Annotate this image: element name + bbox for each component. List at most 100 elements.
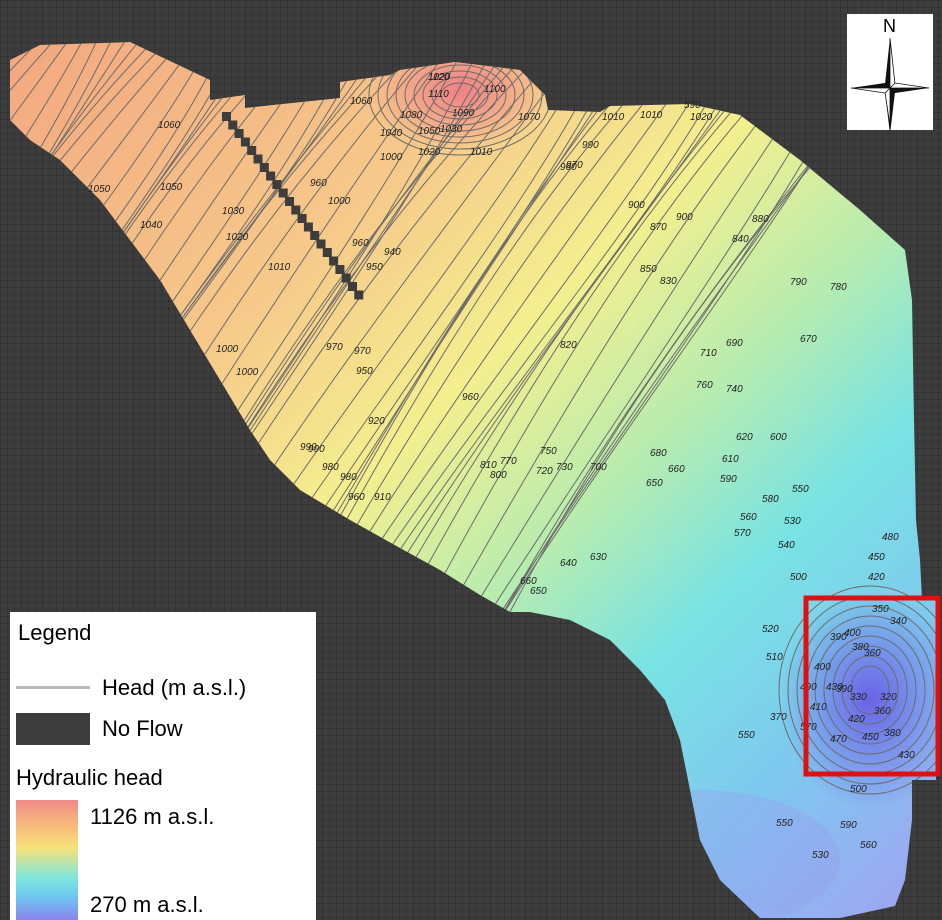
contour-label: 550 bbox=[776, 818, 793, 829]
contour-label: 950 bbox=[356, 366, 373, 377]
contour-label: 360 bbox=[874, 706, 891, 717]
ramp-min-label: 270 m a.s.l. bbox=[90, 892, 204, 917]
contour-label: 830 bbox=[660, 276, 677, 287]
contour-line bbox=[10, 42, 127, 918]
no-flow-cell bbox=[291, 205, 301, 215]
contour-line bbox=[10, 42, 184, 918]
contour-label: 960 bbox=[560, 162, 577, 173]
head-line-swatch bbox=[16, 686, 90, 689]
no-flow-cell bbox=[310, 231, 320, 240]
contour-label: 1020 bbox=[226, 232, 249, 243]
contour-label: 620 bbox=[736, 432, 753, 443]
no-flow-cell bbox=[348, 282, 357, 291]
contour-label: 770 bbox=[500, 456, 517, 467]
contour-label: 530 bbox=[812, 850, 829, 861]
contour-label: 570 bbox=[734, 528, 751, 539]
contour-label: 960 bbox=[348, 492, 365, 503]
contour-label: 940 bbox=[384, 247, 401, 258]
contour-label: 700 bbox=[590, 462, 607, 473]
legend-panel: Legend Head (m a.s.l.) No Flow Hydraulic… bbox=[10, 612, 316, 920]
contour-label: 390 bbox=[830, 632, 847, 643]
contour-label: 370 bbox=[770, 712, 787, 723]
contour-label: 400 bbox=[844, 628, 861, 639]
contour-line bbox=[841, 655, 899, 725]
no-flow-cell bbox=[341, 273, 351, 283]
contour-label: 1000 bbox=[236, 367, 259, 378]
hydraulic-head-surface bbox=[10, 42, 936, 918]
contour-label: 790 bbox=[790, 277, 807, 288]
contour-line bbox=[377, 42, 543, 150]
legend-title: Legend bbox=[18, 620, 92, 645]
contour-label: 1080 bbox=[400, 110, 423, 121]
contour-label: 650 bbox=[646, 478, 663, 489]
no-flow-cells bbox=[222, 112, 364, 300]
contour-label: 550 bbox=[792, 484, 809, 495]
contour-label: 580 bbox=[762, 494, 779, 505]
contour-label: 1050 bbox=[160, 182, 183, 193]
contour-label: 1030 bbox=[440, 124, 463, 135]
contour-label: 900 bbox=[628, 200, 645, 211]
contour-label: 730 bbox=[556, 462, 573, 473]
contour-label: 410 bbox=[810, 702, 827, 713]
contour-label: 710 bbox=[700, 348, 717, 359]
contour-label: 1010 bbox=[640, 110, 663, 121]
no-flow-cell bbox=[222, 112, 231, 121]
contour-label: 650 bbox=[530, 586, 547, 597]
no-flow-cell bbox=[228, 120, 238, 130]
contour-label: 850 bbox=[640, 264, 657, 275]
contour-label: 720 bbox=[536, 466, 553, 477]
no-flow-cell bbox=[322, 248, 332, 257]
contour-label: 980 bbox=[322, 462, 339, 473]
contour-label: 880 bbox=[752, 214, 769, 225]
contour-label: 1030 bbox=[222, 206, 245, 217]
color-ramp bbox=[16, 800, 78, 920]
no-flow-cell bbox=[316, 239, 326, 249]
contour-label: 690 bbox=[726, 338, 743, 349]
contour-label: 780 bbox=[830, 282, 847, 293]
contour-label: 470 bbox=[830, 734, 847, 745]
contour-label: 1010 bbox=[470, 147, 493, 158]
contour-label: 920 bbox=[368, 416, 385, 427]
no-flow-cell bbox=[247, 146, 257, 155]
contour-label: 1060 bbox=[350, 96, 373, 107]
contour-label: 1090 bbox=[452, 108, 475, 119]
contour-label: 1040 bbox=[140, 220, 163, 231]
contour-line bbox=[832, 645, 908, 735]
contour-label: 810 bbox=[480, 460, 497, 471]
contour-label: 430 bbox=[826, 682, 843, 693]
no-flow-cell bbox=[335, 265, 345, 274]
highlight-box bbox=[803, 595, 941, 777]
contour-label: 820 bbox=[560, 340, 577, 351]
contour-label: 960 bbox=[462, 392, 479, 403]
contour-label: 390 bbox=[836, 684, 853, 695]
contour-label: 970 bbox=[566, 160, 583, 171]
contour-label: 530 bbox=[784, 516, 801, 527]
contour-label: 990 bbox=[300, 442, 317, 453]
contour-line bbox=[10, 42, 227, 918]
no-flow-cell bbox=[354, 290, 364, 300]
contour-line bbox=[10, 42, 141, 918]
contour-label: 510 bbox=[766, 652, 783, 663]
contour-label: 340 bbox=[890, 616, 907, 627]
contour-label: 450 bbox=[862, 732, 879, 743]
contour-label: 630 bbox=[590, 552, 607, 563]
no-flow-cell bbox=[240, 137, 250, 147]
contour-label: 1000 bbox=[216, 344, 239, 355]
contour-label: 490 bbox=[800, 682, 817, 693]
contour-label: 960 bbox=[310, 178, 327, 189]
contour-label: 1020 bbox=[428, 72, 451, 83]
contour-labels: 1120 1110 1100 1090 1070 1060 1080 1050 1040 1030… bbox=[88, 72, 915, 861]
contour-label: 1100 bbox=[484, 84, 506, 95]
contour-label: 1020 bbox=[690, 112, 713, 123]
no-flow-cell bbox=[297, 214, 307, 223]
contour-line bbox=[10, 42, 284, 918]
contour-label: 590 bbox=[720, 474, 737, 485]
no-flow-label: No Flow bbox=[102, 716, 183, 741]
contour-label: 1010 bbox=[602, 112, 625, 123]
contour-label: 360 bbox=[864, 648, 881, 659]
contour-label: 520 bbox=[762, 624, 779, 635]
compass-icon bbox=[850, 37, 930, 130]
contour-line bbox=[778, 585, 936, 795]
contour-label: 610 bbox=[722, 454, 739, 465]
